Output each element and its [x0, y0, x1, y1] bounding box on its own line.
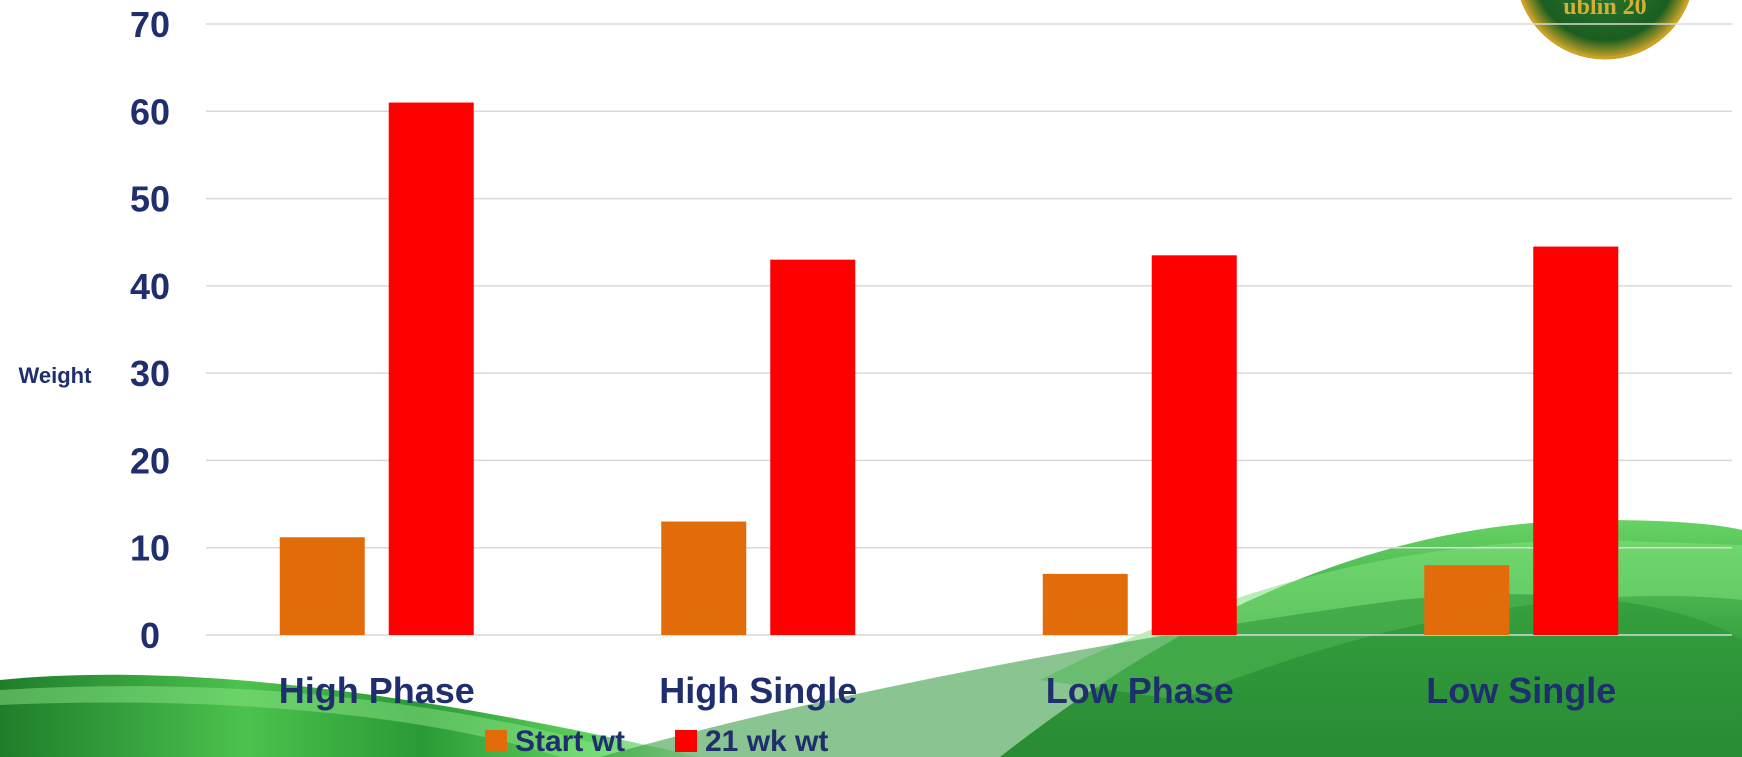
- y-tick-label: 20: [130, 440, 170, 481]
- legend-label: Start wt: [515, 725, 625, 757]
- bar-21-wk-wt: [388, 102, 474, 636]
- y-tick-label: 0: [140, 615, 160, 656]
- legend-swatch: [485, 730, 507, 752]
- green-swoosh-decoration: [0, 520, 1742, 757]
- bar-start-wt: [661, 521, 747, 635]
- y-tick-label: 70: [130, 4, 170, 45]
- x-category-label: Low Single: [1426, 670, 1616, 711]
- x-category-label: High Single: [659, 670, 857, 711]
- conference-logo: ublin 20: [1520, 0, 1690, 60]
- bar-21-wk-wt: [1533, 246, 1619, 636]
- y-axis-ticks: 0 10 20 30 40 50 60 70: [130, 4, 170, 656]
- x-axis-categories: High Phase High Single Low Phase Low Single: [279, 670, 1617, 711]
- bar-21-wk-wt: [770, 259, 856, 635]
- bar-start-wt: [1042, 573, 1128, 635]
- y-tick-label: 50: [130, 179, 170, 220]
- x-category-label: Low Phase: [1046, 670, 1234, 711]
- legend: Start wt 21 wk wt: [485, 725, 828, 757]
- y-tick-label: 60: [130, 91, 170, 132]
- y-tick-label: 40: [130, 266, 170, 307]
- bars: [279, 102, 1619, 636]
- y-axis-label: Weight: [19, 363, 93, 388]
- x-category-label: High Phase: [279, 670, 475, 711]
- bar-21-wk-wt: [1151, 255, 1237, 636]
- bar-start-wt: [279, 537, 365, 635]
- y-tick-label: 30: [130, 353, 170, 394]
- bar-start-wt: [1424, 565, 1510, 635]
- logo-text: ublin 20: [1563, 0, 1646, 20]
- legend-label: 21 wk wt: [705, 725, 828, 757]
- legend-swatch: [675, 730, 697, 752]
- y-tick-label: 10: [130, 528, 170, 569]
